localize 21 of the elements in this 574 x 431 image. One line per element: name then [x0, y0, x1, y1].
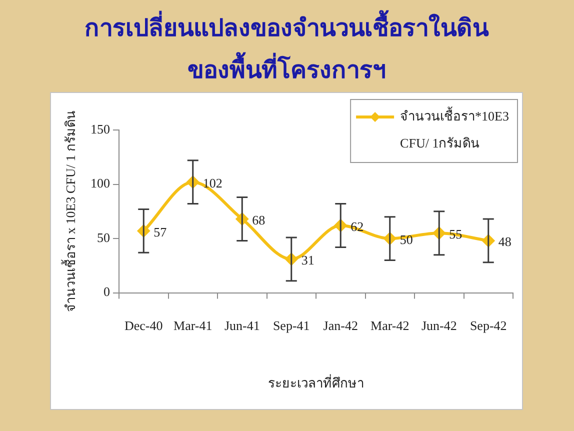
x-tick-label: Jan-42 — [323, 318, 358, 334]
data-label: 102 — [202, 176, 222, 191]
y-tick-label: 100 — [90, 176, 110, 191]
data-label: 48 — [498, 234, 512, 250]
x-tick-label: Sep-41 — [272, 318, 310, 334]
y-axis-title: จำนวนเชื้อรา x 10E3 CFU/ 1 กรัมดิน — [61, 110, 78, 312]
data-label: 31 — [301, 252, 314, 268]
chart-title: การเปลี่ยนแปลงของจำนวนเชื้อราในดิน ของพื้นที่โครงการฯ — [84, 9, 490, 84]
x-tick-label: Sep-42 — [470, 318, 507, 334]
data-label: 68 — [252, 212, 266, 228]
x-tick-label: Jun-41 — [224, 318, 260, 334]
x-tick-label: Mar-42 — [370, 318, 410, 334]
x-axis-title: ระยะเวลาที่ศึกษา — [268, 374, 364, 391]
x-tick-label: Mar-41 — [174, 318, 212, 334]
x-tick-label: Jun-42 — [421, 318, 457, 334]
data-label: 57 — [154, 224, 168, 240]
y-tick-label: 150 — [90, 121, 110, 136]
y-tick-label: 50 — [97, 230, 110, 245]
y-tick-label: 0 — [104, 284, 110, 300]
legend-label: จำนวนเชื้อรา*10E3 CFU/ 1กรัมดิน — [400, 106, 510, 150]
x-tick-label: Dec-40 — [124, 318, 163, 334]
